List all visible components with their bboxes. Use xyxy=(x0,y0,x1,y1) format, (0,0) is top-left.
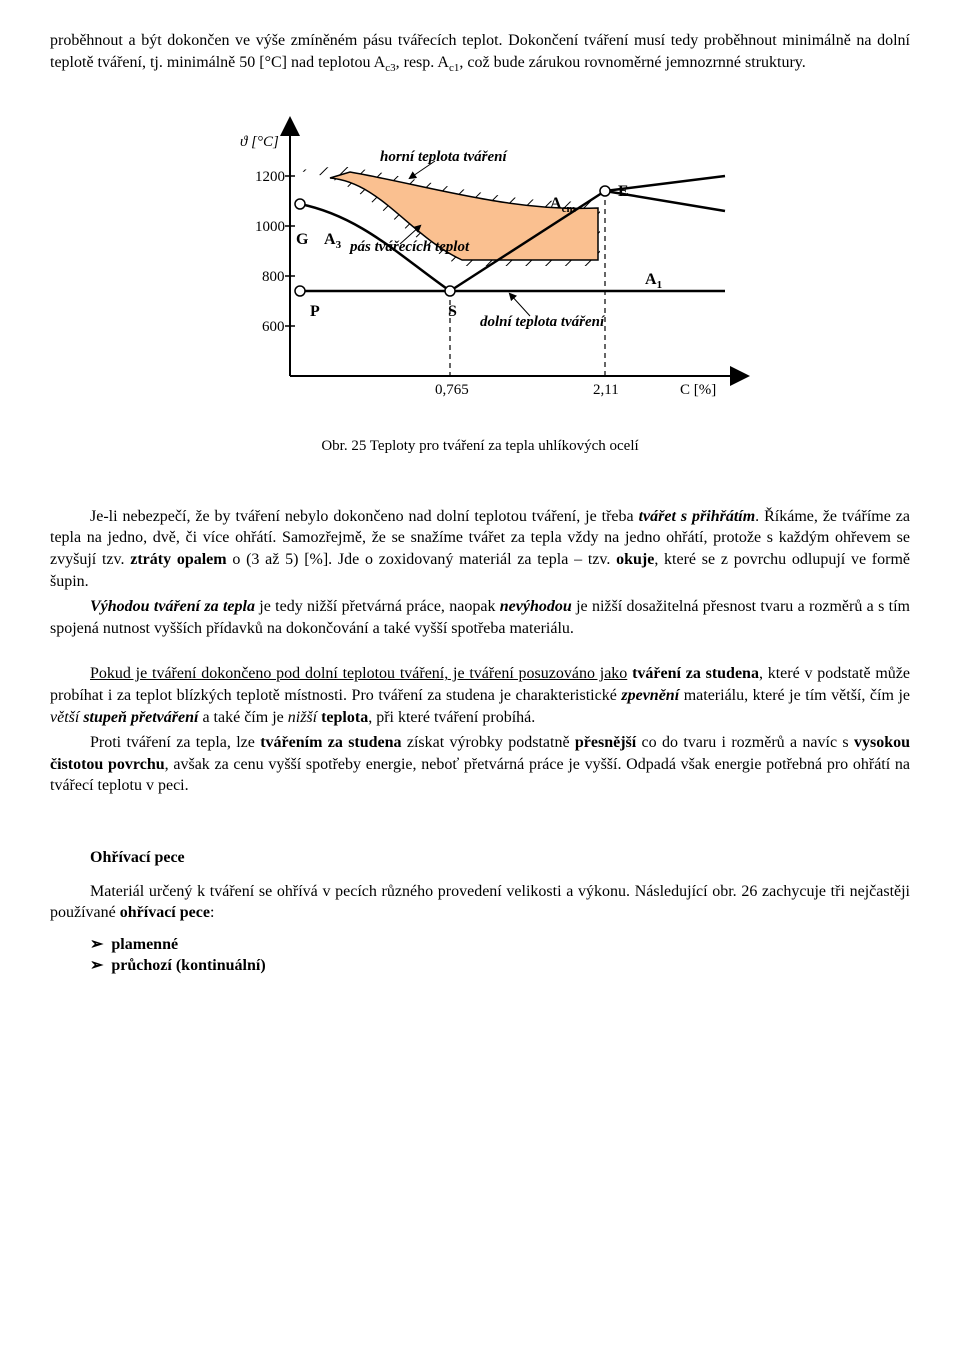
figure-25: 1200 1000 800 600 ϑ [°C] G P S E A3 Acm … xyxy=(200,116,760,416)
bullet-item: plamenné xyxy=(90,934,910,956)
label-dolni: dolní teplota tváření xyxy=(480,314,606,330)
label-S: S xyxy=(448,303,457,320)
x-axis-label: C [%] xyxy=(680,382,716,398)
y-axis-label: ϑ [°C] xyxy=(240,134,279,150)
text-bold: teplota xyxy=(321,709,368,726)
text-bold: stupeň přetváření xyxy=(83,709,198,726)
para-3: Výhodou tváření za tepla je tedy nižší p… xyxy=(50,596,910,639)
text: : xyxy=(210,904,214,921)
text: získat výrobky podstatně xyxy=(402,734,575,751)
xtick: 2,11 xyxy=(593,382,619,398)
text-bold: tváření za studena xyxy=(627,665,759,682)
label-horni: horní teplota tváření xyxy=(380,149,509,165)
text: je tedy nižší přetvárná práce, naopak xyxy=(255,598,500,615)
text: A xyxy=(374,54,386,71)
label-E: E xyxy=(618,183,629,200)
para-6: Materiál určený k tváření se ohřívá v pe… xyxy=(50,881,910,924)
bullet-list: plamenné průchozí (kontinuální) xyxy=(50,934,910,977)
text-italic: nevýhodou xyxy=(500,598,572,615)
text: o (3 až 5) [%]. Jde o zoxidovaný materiá… xyxy=(227,551,616,568)
text: , resp. xyxy=(396,54,438,71)
para-4: Pokud je tváření dokončeno pod dolní tep… xyxy=(50,663,910,728)
para-2: Je-li nebezpečí, že by tváření nebylo do… xyxy=(50,506,910,592)
label-A1: A xyxy=(645,271,657,288)
text: , avšak za cenu vyšší spotřeby energie, … xyxy=(50,756,910,795)
text-italic: větší xyxy=(50,709,83,726)
label-pas: pás tvářecích teplot xyxy=(348,239,470,255)
text: , při které tváření probíhá. xyxy=(368,709,535,726)
text-bold: ohřívací pece xyxy=(120,904,210,921)
label-A3: A xyxy=(324,231,336,248)
text: Je-li nebezpečí, že by tváření nebylo do… xyxy=(90,508,639,525)
ytick: 600 xyxy=(262,319,285,335)
text: , což bude zárukou rovnoměrné jemnozrnné… xyxy=(459,54,805,71)
text: a také čím je xyxy=(198,709,287,726)
label-G: G xyxy=(296,231,309,248)
text: co do tvaru i rozměrů a navíc s xyxy=(636,734,854,751)
para-5: Proti tváření za tepla, lze tvářením za … xyxy=(50,732,910,797)
text: A xyxy=(437,54,449,71)
subhead-ohrivaci-pece: Ohřívací pece xyxy=(90,847,910,869)
text-bold: tvářet s přihřátím xyxy=(639,508,756,525)
label-A3-sub: 3 xyxy=(336,239,342,251)
text-italic: nižší xyxy=(288,709,321,726)
label-Acm-sub: cm xyxy=(562,203,576,215)
ytick: 800 xyxy=(262,269,285,285)
text-italic: Výhodou tváření za tepla xyxy=(90,598,255,615)
text-bold: ztráty opalem xyxy=(130,551,226,568)
text: Proti tváření za tepla, lze xyxy=(90,734,260,751)
ytick: 1000 xyxy=(255,219,285,235)
xtick: 0,765 xyxy=(435,382,469,398)
subscript: c3 xyxy=(385,62,395,74)
text-bold: přesnější xyxy=(575,734,636,751)
figure-caption: Obr. 25 Teploty pro tváření za tepla uhl… xyxy=(50,436,910,456)
svg-text:A3: A3 xyxy=(324,231,342,251)
text-bold: okuje xyxy=(616,551,654,568)
subscript: c1 xyxy=(449,62,459,74)
text-underline: Pokud je tváření dokončeno pod dolní tep… xyxy=(90,665,627,682)
ytick: 1200 xyxy=(255,169,285,185)
label-Acm: A xyxy=(550,195,562,212)
text-bold: tvářením za studena xyxy=(260,734,401,751)
label-A1-sub: 1 xyxy=(657,279,663,291)
para-1: proběhnout a být dokončen ve výše zmíněn… xyxy=(50,30,910,76)
svg-text:A1: A1 xyxy=(645,271,662,291)
label-P: P xyxy=(310,303,320,320)
text: materiálu, které je tím větší, čím je xyxy=(679,687,910,704)
diagram-svg: 1200 1000 800 600 ϑ [°C] G P S E A3 Acm … xyxy=(200,116,760,416)
bullet-item: průchozí (kontinuální) xyxy=(90,955,910,977)
text-bold: zpevnění xyxy=(621,687,679,704)
